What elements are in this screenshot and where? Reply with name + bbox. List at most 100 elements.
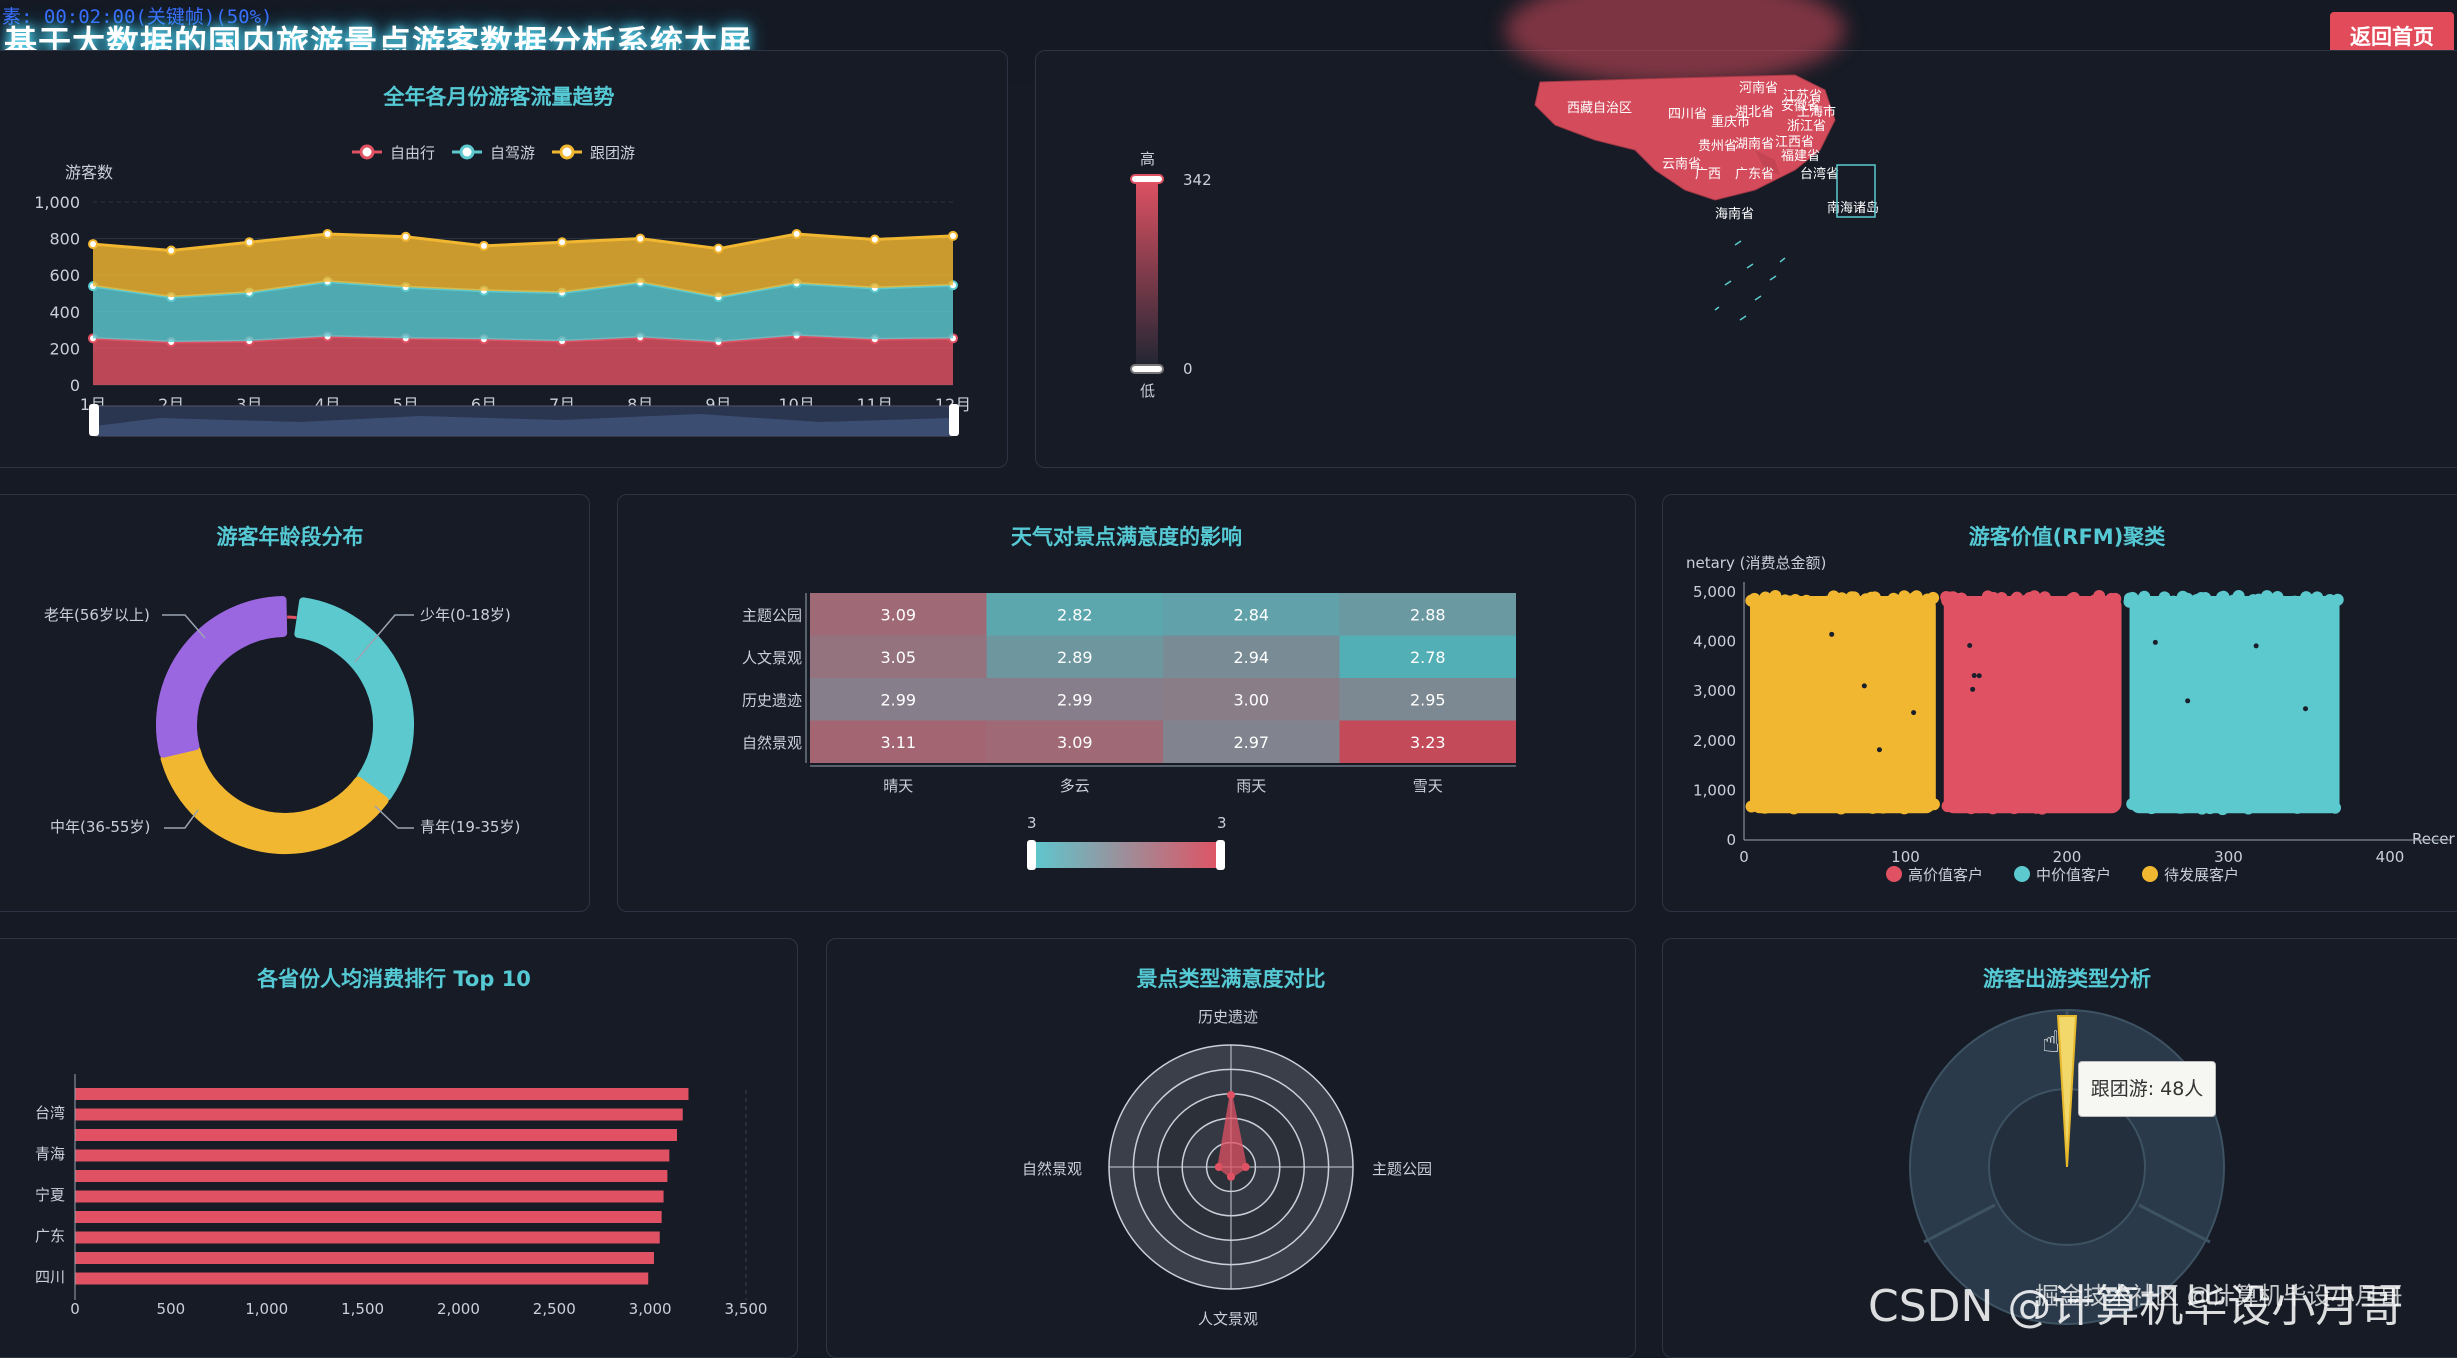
rfm-point[interactable] <box>2019 594 2032 607</box>
rfm-point[interactable] <box>2087 798 2100 811</box>
rfm-point[interactable] <box>1786 596 1799 609</box>
rfm-point[interactable] <box>1955 592 1968 605</box>
rfm-point[interactable] <box>2227 594 2240 607</box>
radar-point[interactable] <box>1241 1163 1250 1171</box>
heatmap-cell[interactable] <box>810 593 987 636</box>
rfm-point[interactable] <box>1963 798 1976 811</box>
rfm-point[interactable] <box>2005 798 2018 811</box>
heatmap-cell[interactable] <box>810 720 987 764</box>
trend-area-2[interactable] <box>93 281 953 342</box>
rfm-point[interactable] <box>2240 799 2253 812</box>
province-bar[interactable] <box>75 1149 670 1162</box>
rfm-point[interactable] <box>1834 592 1847 605</box>
province-bar[interactable] <box>75 1231 660 1244</box>
rfm-point[interactable] <box>2216 591 2229 604</box>
rfm-point[interactable] <box>1890 799 1903 812</box>
heatmap-cell[interactable] <box>986 635 1164 679</box>
rfm-point[interactable] <box>2093 590 2106 603</box>
rfm-point[interactable] <box>2054 595 2067 608</box>
trip-slice-group-tour[interactable] <box>2056 1015 2078 1168</box>
heatmap-cell[interactable] <box>1339 720 1517 764</box>
heatmap-cell[interactable] <box>986 593 1164 636</box>
rfm-point[interactable] <box>1859 593 1872 606</box>
age-slice[interactable] <box>160 745 389 854</box>
rfm-point[interactable] <box>2123 592 2136 605</box>
heatmap-cell[interactable] <box>986 678 1164 721</box>
trend-point[interactable] <box>400 231 411 242</box>
rfm-cluster[interactable] <box>1750 596 1936 814</box>
rfm-point[interactable] <box>2247 594 2260 607</box>
rfm-point[interactable] <box>1866 801 1879 814</box>
province-bar[interactable] <box>75 1252 654 1264</box>
rfm-point[interactable] <box>2126 797 2139 810</box>
slider-left-handle[interactable] <box>89 404 99 436</box>
rfm-scatter-chart[interactable]: netary (消费总金额) Recer 0 1,000 2,000 3,000 4,0… <box>1662 550 2457 895</box>
rfm-point[interactable] <box>1766 799 1779 812</box>
heatmap-cell[interactable] <box>1339 678 1517 721</box>
province-bar[interactable] <box>75 1108 683 1121</box>
age-slice[interactable] <box>287 615 297 620</box>
rfm-point[interactable] <box>2300 591 2313 604</box>
rfm-point[interactable] <box>1877 801 1890 814</box>
rfm-point[interactable] <box>1845 591 1858 604</box>
radar-point[interactable] <box>1227 1172 1235 1181</box>
rfm-point[interactable] <box>2216 803 2229 816</box>
province-bar[interactable] <box>75 1088 689 1100</box>
rfm-point[interactable] <box>1981 590 1994 603</box>
rfm-point[interactable] <box>2139 798 2152 811</box>
radar-chart[interactable]: 历史遗迹 主题公园 人文景观 自然景观 <box>826 1000 1636 1344</box>
rfm-point[interactable] <box>2158 591 2171 604</box>
rfm-point[interactable] <box>2311 591 2324 604</box>
rfm-point[interactable] <box>1990 799 2003 812</box>
province-bar[interactable] <box>75 1190 664 1203</box>
heatmap-cell[interactable] <box>1163 635 1340 679</box>
trend-datazoom-slider[interactable] <box>89 404 959 437</box>
rfm-point[interactable] <box>2038 593 2051 606</box>
rfm-point[interactable] <box>1800 594 1813 607</box>
rfm-point[interactable] <box>2042 800 2055 813</box>
province-bar[interactable] <box>75 1170 668 1182</box>
radar-point[interactable] <box>1227 1091 1235 1100</box>
heatmap-cell[interactable] <box>1339 635 1517 679</box>
rfm-point[interactable] <box>1910 590 1923 603</box>
trend-point[interactable] <box>244 237 255 248</box>
heatmap-cell[interactable] <box>1339 593 1517 636</box>
rfm-point[interactable] <box>2105 592 2118 605</box>
trend-point[interactable] <box>635 233 646 244</box>
trend-legend[interactable]: 自由行 自驾游 跟团游 <box>352 144 635 162</box>
province-bar[interactable] <box>75 1129 677 1141</box>
rfm-point[interactable] <box>1745 594 1758 607</box>
rfm-point[interactable] <box>2271 797 2284 810</box>
province-bar[interactable] <box>75 1211 662 1223</box>
rfm-point[interactable] <box>1898 590 1911 603</box>
weather-heatmap[interactable]: 3.09 2.82 2.84 2.88 3.05 2.89 2.94 2.78 2.99 2.99… <box>617 560 1636 890</box>
rfm-point[interactable] <box>2232 799 2245 812</box>
trend-point[interactable] <box>322 229 333 240</box>
rfm-cluster[interactable] <box>2129 596 2340 814</box>
heatmap-cell[interactable] <box>1163 678 1340 721</box>
heatmap-visual-scale[interactable] <box>1031 842 1221 868</box>
trend-point[interactable] <box>88 239 98 250</box>
rfm-point[interactable] <box>1995 592 2008 605</box>
rfm-point[interactable] <box>2067 591 2080 604</box>
age-slice[interactable] <box>156 596 288 758</box>
rfm-point[interactable] <box>1948 800 1961 813</box>
trend-area-3[interactable] <box>93 234 953 298</box>
trend-point[interactable] <box>948 230 958 241</box>
rfm-point[interactable] <box>1759 591 1772 604</box>
rfm-point[interactable] <box>1927 798 1940 811</box>
rfm-point[interactable] <box>1940 590 1953 603</box>
radar-point[interactable] <box>1214 1163 1223 1171</box>
rfm-point[interactable] <box>1973 801 1986 814</box>
rfm-cluster[interactable] <box>1943 596 2122 814</box>
rfm-point[interactable] <box>2071 797 2084 810</box>
trend-point[interactable] <box>869 234 880 245</box>
map-visual-scale[interactable] <box>1136 178 1158 368</box>
rfm-point[interactable] <box>1810 597 1823 610</box>
trend-point[interactable] <box>791 229 802 240</box>
trend-area-1[interactable] <box>93 335 953 385</box>
heatmap-cell[interactable] <box>986 720 1164 764</box>
rfm-point[interactable] <box>1881 597 1894 610</box>
rfm-point[interactable] <box>2026 800 2039 813</box>
